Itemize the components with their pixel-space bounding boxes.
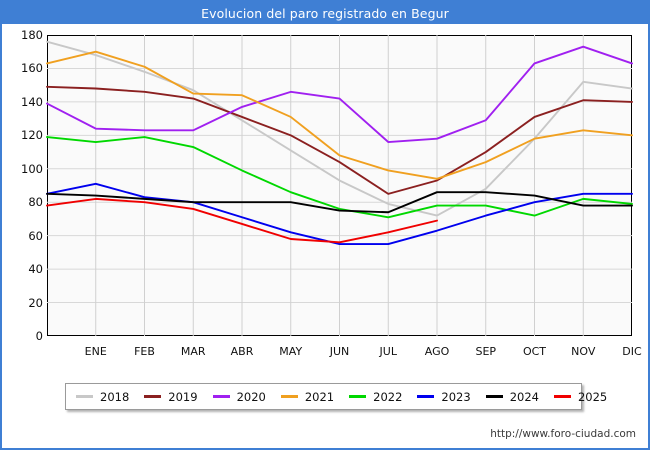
legend-swatch-icon (212, 395, 230, 398)
legend-label: 2022 (373, 389, 403, 404)
series-line-2023 (46, 182, 633, 245)
legend-label: 2018 (100, 389, 130, 404)
series-line-2021 (46, 50, 633, 180)
x-tick-label-mar: MAR (180, 345, 206, 358)
legend-item-2024[interactable]: 2024 (485, 389, 539, 404)
plot-area (46, 35, 633, 336)
y-tick-label: 60 (28, 228, 43, 243)
legend-label: 2025 (577, 389, 608, 404)
y-tick-label: 120 (21, 128, 43, 143)
legend-item-2019[interactable]: 2019 (144, 389, 198, 404)
legend-item-2020[interactable]: 2020 (212, 389, 266, 404)
legend-item-2018[interactable]: 2018 (76, 390, 129, 404)
x-tick-label-feb: FEB (134, 345, 155, 358)
y-tick-label: 100 (21, 161, 43, 176)
window-title-bar: Evolucion del paro registrado en Begur (2, 2, 648, 24)
x-tick-label-nov: NOV (571, 345, 596, 358)
legend-item-2021[interactable]: 2021 (280, 389, 335, 404)
page-title: Evolucion del paro registrado en Begur (201, 5, 449, 21)
legend-swatch-icon (144, 395, 162, 398)
watermark-url: http://www.foro-ciudad.com (490, 428, 636, 440)
series-line-2020 (46, 45, 633, 143)
y-tick-label: 20 (28, 295, 43, 310)
x-tick-label-oct: OCT (522, 345, 547, 358)
series-line-2019 (46, 85, 633, 195)
legend-swatch-icon (349, 395, 367, 398)
y-tick-label: 160 (21, 61, 43, 76)
chart-lines (46, 35, 633, 336)
x-tick-label-dic: DIC (622, 345, 642, 358)
x-tick-label-ene: ENE (84, 345, 107, 358)
series-line-2024 (46, 191, 633, 214)
legend-swatch-icon (76, 395, 93, 398)
legend-swatch-icon (553, 395, 571, 398)
x-tick-label-jul: JUL (379, 345, 397, 358)
legend-label: 2020 (236, 389, 266, 404)
series-line-2022 (46, 136, 633, 219)
y-tick-label: 140 (21, 94, 43, 109)
legend-item-2025[interactable]: 2025 (553, 389, 608, 404)
legend-label: 2021 (304, 389, 335, 404)
x-tick-label-jun: JUN (329, 345, 350, 358)
legend-label: 2019 (168, 389, 198, 404)
x-tick-label-ago: AGO (424, 345, 450, 358)
legend-item-2022[interactable]: 2022 (349, 390, 402, 404)
y-tick-label: 180 (21, 28, 43, 42)
legend-swatch-icon (280, 395, 298, 398)
x-tick-label-sep: SEP (475, 345, 497, 358)
legend-label: 2024 (509, 389, 539, 404)
series-line-2025 (46, 197, 438, 244)
legend-swatch-icon (485, 395, 503, 398)
x-tick-label-may: MAY (279, 345, 303, 358)
chart-legend: 2018 2019 2020 2021 2022 2023 2024 2025 (65, 383, 607, 410)
legend-swatch-icon (417, 395, 435, 398)
y-tick-label: 0 (35, 329, 43, 343)
legend-label: 2023 (441, 389, 471, 404)
y-tick-label: 80 (28, 195, 43, 210)
y-tick-label: 40 (28, 262, 43, 277)
x-tick-label-abr: ABR (230, 345, 254, 358)
legend-item-2023[interactable]: 2023 (417, 389, 471, 404)
